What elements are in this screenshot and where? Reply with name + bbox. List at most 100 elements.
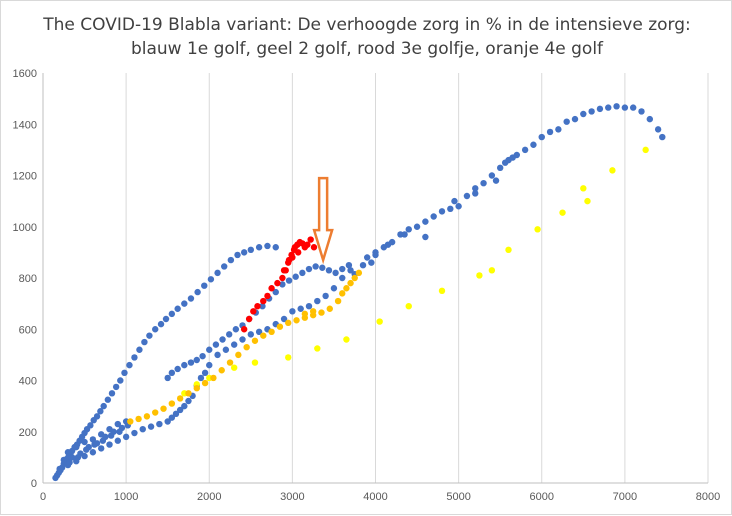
data-point — [164, 418, 171, 425]
data-point — [530, 141, 537, 148]
data-point — [122, 433, 130, 441]
data-point — [322, 292, 329, 300]
x-tick-label: 4000 — [363, 491, 387, 503]
data-point — [347, 267, 354, 274]
data-point — [168, 369, 176, 377]
x-tick-label: 8000 — [696, 491, 720, 503]
x-tick-label: 1000 — [114, 491, 138, 503]
data-point — [99, 437, 107, 444]
data-point — [301, 310, 309, 318]
data-point — [156, 420, 163, 428]
data-point — [307, 236, 314, 243]
data-point — [291, 244, 299, 251]
y-tick-label: 200 — [19, 427, 37, 439]
data-point — [243, 343, 250, 351]
data-point — [509, 154, 516, 161]
data-point — [147, 423, 155, 430]
data-point — [463, 192, 471, 200]
data-point — [260, 332, 267, 339]
data-point — [580, 110, 587, 118]
data-point — [347, 279, 354, 287]
data-point — [251, 359, 259, 366]
data-point — [240, 249, 248, 256]
data-point — [605, 104, 612, 111]
data-point — [596, 105, 604, 113]
data-point — [613, 103, 620, 110]
data-point — [168, 400, 176, 407]
data-point — [584, 197, 591, 205]
data-point — [309, 308, 317, 315]
data-point — [343, 336, 350, 343]
data-point — [472, 190, 479, 197]
data-point — [279, 274, 286, 282]
data-point — [401, 231, 408, 238]
data-point — [152, 409, 159, 416]
data-point — [314, 297, 321, 305]
data-point — [226, 331, 233, 338]
data-point — [555, 126, 562, 133]
data-point — [285, 354, 292, 361]
data-point — [345, 261, 353, 269]
data-point — [521, 146, 529, 154]
data-point — [272, 244, 279, 251]
data-point — [181, 361, 188, 369]
data-point — [212, 341, 220, 348]
data-point — [181, 300, 188, 307]
data-point — [254, 302, 261, 310]
data-point — [197, 374, 205, 382]
data-point — [343, 285, 350, 292]
data-point — [268, 328, 275, 336]
data-point — [131, 354, 138, 361]
data-point — [201, 369, 209, 377]
data-point — [232, 326, 240, 333]
data-point — [146, 332, 153, 339]
data-point — [91, 441, 98, 448]
data-point — [250, 308, 257, 315]
data-point — [326, 305, 333, 312]
data-point — [363, 254, 371, 261]
data-point — [152, 326, 159, 333]
data-point — [143, 413, 151, 420]
data-point — [659, 133, 666, 141]
data-point — [187, 295, 195, 302]
data-point — [305, 265, 313, 273]
data-point — [227, 256, 235, 264]
x-tick-label: 7000 — [613, 491, 637, 503]
data-point — [654, 126, 662, 133]
data-point — [100, 402, 107, 410]
y-tick-label: 400 — [19, 376, 37, 388]
data-point — [264, 242, 271, 250]
data-point — [139, 425, 146, 433]
data-point — [89, 449, 97, 456]
data-point — [472, 185, 479, 192]
data-point — [176, 395, 184, 402]
data-point — [108, 390, 116, 397]
data-point — [304, 241, 311, 248]
data-point — [226, 359, 234, 366]
data-point — [422, 233, 429, 241]
data-point — [66, 459, 73, 466]
data-point — [240, 326, 248, 333]
data-point — [293, 317, 300, 324]
data-point — [438, 208, 446, 215]
data-point — [501, 159, 509, 166]
data-point — [455, 203, 462, 210]
data-point — [588, 108, 595, 115]
data-point — [310, 244, 318, 251]
data-point — [571, 115, 579, 123]
data-point — [131, 429, 138, 437]
y-tick-label: 1600 — [13, 68, 37, 80]
data-point — [314, 345, 321, 352]
data-point — [274, 279, 281, 287]
data-point — [330, 285, 338, 292]
data-point — [207, 276, 215, 283]
data-point — [339, 274, 346, 282]
data-point — [176, 406, 184, 414]
data-point — [60, 456, 67, 464]
data-point — [325, 267, 333, 274]
data-point — [172, 410, 180, 418]
data-point — [126, 361, 133, 369]
data-point — [81, 438, 88, 446]
data-point — [376, 318, 383, 325]
